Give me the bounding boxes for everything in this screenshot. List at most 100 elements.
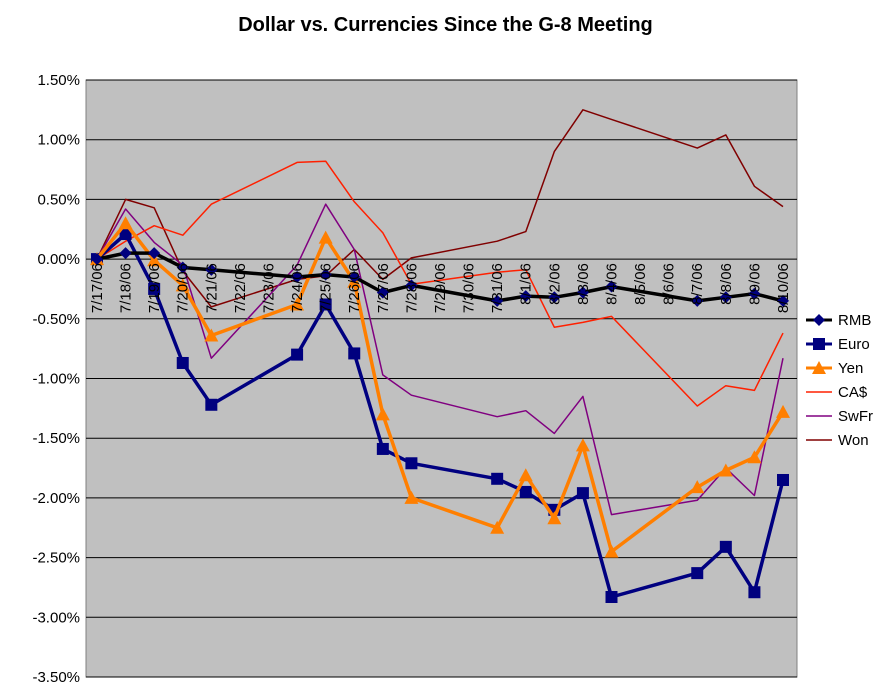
x-tick-label: 7/25/06	[318, 263, 335, 313]
x-tick-label: 8/1/06	[518, 263, 535, 305]
data-point	[404, 490, 419, 504]
data-point	[348, 271, 361, 284]
y-tick-label: -2.50%	[32, 550, 80, 567]
series-layer	[90, 109, 790, 604]
x-tick-label: 7/20/06	[175, 263, 192, 313]
series-rmb	[91, 247, 789, 307]
data-point	[147, 253, 162, 267]
y-tick-label: -2.00%	[32, 490, 80, 507]
x-tick-label: 7/26/06	[346, 263, 363, 313]
data-point	[605, 591, 618, 604]
data-point	[719, 291, 732, 304]
legend-label: RMB	[838, 312, 871, 329]
data-point	[576, 487, 589, 500]
data-point	[118, 216, 133, 230]
x-tick-label: 7/21/06	[203, 263, 220, 313]
data-point	[490, 520, 505, 534]
data-point	[175, 278, 190, 292]
x-tick-label: 7/18/06	[118, 263, 135, 313]
legend-item: RMB	[806, 312, 871, 329]
data-point	[176, 261, 189, 274]
data-point	[777, 294, 789, 307]
legend-label: Yen	[838, 360, 863, 377]
x-tick-label: 8/8/06	[718, 263, 735, 305]
chart-title: Dollar vs. Currencies Since the G-8 Meet…	[238, 14, 653, 36]
data-point	[548, 503, 561, 516]
x-tick-label: 7/30/06	[461, 263, 478, 313]
data-point	[204, 328, 219, 342]
data-point	[291, 271, 304, 284]
y-axis-tick-labels: 1.50% 1.00% 0.50% 0.00% -0.50% -1.00% -1.50% -2…	[32, 72, 80, 686]
x-axis-tick-labels: 7/17/06 7/18/06 7/19/06 7/20/06 7/21/06 7/22/…	[89, 263, 792, 313]
y-tick-label: -1.00%	[32, 371, 80, 388]
series-euro	[91, 228, 789, 604]
data-point	[376, 442, 389, 455]
data-point	[205, 263, 218, 276]
x-tick-label: 7/28/06	[403, 263, 420, 313]
data-point	[548, 291, 561, 304]
data-point	[604, 544, 619, 558]
x-tick-label: 8/4/06	[604, 263, 621, 305]
x-tick-label: 8/7/06	[689, 263, 706, 305]
x-tick-label: 7/23/06	[261, 263, 278, 313]
y-tick-label: -3.00%	[32, 609, 80, 626]
legend-item: CA$	[806, 384, 868, 401]
data-point	[748, 586, 761, 599]
data-point	[777, 473, 789, 486]
data-point	[691, 294, 704, 307]
legend-item: Yen	[806, 360, 863, 377]
data-point	[348, 347, 361, 360]
data-point	[91, 253, 103, 266]
x-tick-label: 7/24/06	[289, 263, 306, 313]
data-point	[576, 286, 589, 299]
y-tick-label: 1.50%	[37, 72, 80, 89]
data-point	[319, 268, 332, 281]
data-point	[747, 450, 762, 464]
data-point	[405, 279, 418, 292]
data-point	[319, 298, 332, 311]
grid-lines	[86, 79, 797, 678]
legend-item: SwFr	[806, 408, 873, 425]
data-point	[519, 485, 532, 498]
data-point	[148, 247, 161, 260]
y-tick-label: -1.50%	[32, 430, 80, 447]
legend-label: Euro	[838, 336, 870, 353]
legend-label: SwFr	[838, 408, 873, 425]
data-point	[519, 290, 532, 303]
data-point	[290, 297, 305, 311]
data-point	[748, 287, 761, 300]
x-tick-label: 7/29/06	[432, 263, 449, 313]
series-yen	[90, 216, 790, 558]
y-tick-label: 1.00%	[37, 132, 80, 149]
data-point	[691, 567, 704, 580]
x-tick-label: 8/10/06	[775, 263, 792, 313]
x-tick-label: 8/9/06	[746, 263, 763, 305]
y-tick-label: 0.00%	[37, 251, 80, 268]
data-point	[205, 398, 218, 411]
legend-label: Won	[838, 432, 869, 449]
data-point	[719, 540, 732, 553]
data-point	[318, 230, 333, 244]
data-point	[291, 348, 304, 361]
data-point	[375, 407, 390, 421]
data-point	[575, 438, 590, 452]
legend-item: Won	[806, 432, 869, 449]
data-point	[119, 247, 132, 260]
data-point	[376, 286, 389, 299]
x-tick-label: 7/22/06	[232, 263, 249, 313]
data-point	[605, 280, 618, 293]
y-tick-label: 0.50%	[37, 191, 80, 208]
y-tick-label: -3.50%	[32, 669, 80, 686]
data-point	[119, 228, 132, 241]
x-tick-label: 7/31/06	[489, 263, 506, 313]
x-tick-label: 7/17/06	[89, 263, 106, 313]
legend: RMB Euro Yen CA$ SwFr Won	[806, 312, 873, 449]
x-tick-label: 8/2/06	[546, 263, 563, 305]
x-tick-label: 7/27/06	[375, 263, 392, 313]
legend-label: CA$	[838, 384, 868, 401]
data-point	[718, 463, 733, 477]
data-point	[491, 472, 504, 485]
data-point	[776, 404, 790, 418]
y-tick-label: -0.50%	[32, 311, 80, 328]
